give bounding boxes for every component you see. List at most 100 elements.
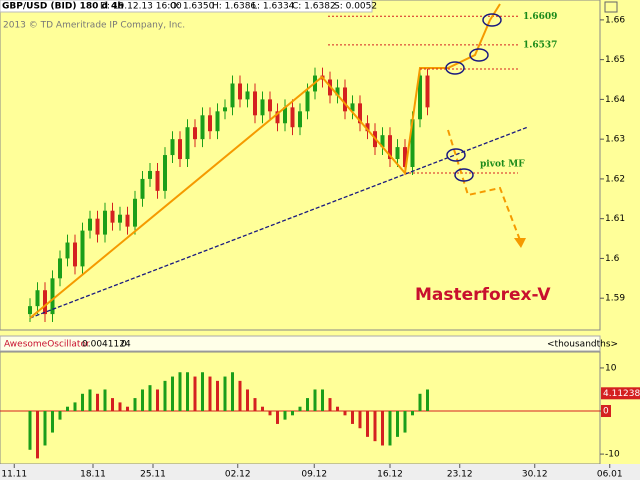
oscillator-bar bbox=[58, 411, 62, 420]
candle-body bbox=[343, 87, 347, 112]
candle-body bbox=[193, 127, 197, 140]
y-tick-label: 1.65 bbox=[605, 55, 625, 65]
annotation: Masterforex-V bbox=[415, 285, 551, 305]
candle-body bbox=[403, 147, 407, 167]
oscillator-bar bbox=[111, 398, 114, 412]
oscillator-bar bbox=[178, 372, 182, 412]
y-tick-label: 1.66 bbox=[605, 15, 625, 25]
oscillator-bar bbox=[381, 411, 384, 446]
candle-body bbox=[35, 290, 40, 307]
indicator-value: 0.0041124 bbox=[82, 340, 131, 350]
candle-body bbox=[155, 170, 160, 191]
x-tick-label: 02.12 bbox=[225, 470, 251, 480]
x-tick-label: 06.01 bbox=[597, 470, 623, 480]
oscillator-bar bbox=[373, 411, 377, 442]
oscillator-bar bbox=[118, 402, 122, 412]
oscillator-bar bbox=[156, 389, 159, 412]
forecast-line bbox=[447, 129, 521, 241]
candle-body bbox=[388, 135, 392, 160]
y-tick-label: 10 bbox=[605, 363, 617, 373]
open: O: 1.6350 bbox=[170, 2, 215, 12]
oscillator-bar bbox=[51, 411, 54, 433]
y-tick-label: 1.63 bbox=[605, 135, 625, 145]
candle-body bbox=[268, 99, 272, 112]
oscillator-bar bbox=[388, 411, 392, 446]
oscillator-bar bbox=[66, 406, 69, 412]
oscillator-bar bbox=[358, 411, 362, 429]
copyright: 2013 © TD Ameritrade IP Company, Inc. bbox=[3, 21, 185, 31]
oscillator-bar bbox=[96, 393, 99, 412]
candle-body bbox=[125, 214, 130, 227]
oscillator-bar bbox=[246, 389, 249, 412]
y-tick-label: 1.59 bbox=[605, 294, 625, 304]
marker-ellipse bbox=[445, 61, 465, 75]
oscillator-bar bbox=[253, 398, 257, 412]
level-label: pivot MF bbox=[480, 159, 525, 169]
oscillator-bar bbox=[313, 389, 317, 412]
x-tick-label: 23.12 bbox=[447, 470, 473, 480]
oscillator-bar bbox=[208, 376, 212, 412]
oscillator-bar bbox=[88, 389, 92, 412]
price-panel bbox=[0, 0, 601, 331]
candle-body bbox=[215, 111, 220, 132]
oscillator-bar bbox=[223, 376, 227, 412]
time-axis-strip bbox=[0, 464, 640, 480]
oscillator-bar bbox=[396, 411, 399, 437]
level-label: 1.6609 bbox=[523, 12, 557, 22]
header-strip bbox=[0, 0, 373, 13]
oscillator-bar bbox=[216, 380, 219, 412]
oscillator-bar bbox=[231, 372, 234, 412]
candle-body bbox=[223, 107, 227, 112]
candle-body bbox=[58, 258, 62, 279]
y-tick-label: 1.62 bbox=[605, 174, 625, 184]
x-tick-label: 18.11 bbox=[80, 470, 106, 480]
marker-ellipse bbox=[482, 13, 502, 27]
candle-body bbox=[275, 111, 280, 124]
y-tick-label: 1.64 bbox=[605, 95, 625, 105]
oscillator-bar bbox=[171, 376, 174, 412]
x-tick-label: 25.11 bbox=[140, 470, 166, 480]
oscillator-bar bbox=[126, 406, 129, 412]
forecast-arrow bbox=[514, 238, 526, 248]
candle-body bbox=[103, 210, 107, 235]
candle-body bbox=[118, 214, 122, 223]
indicator-units: <thousandths> bbox=[547, 340, 618, 350]
candle-body bbox=[283, 107, 287, 124]
oscillator-bar bbox=[426, 389, 429, 412]
wave-line bbox=[29, 19, 491, 319]
symbol: GBP/USD (BID) 180 d 4h bbox=[2, 2, 124, 12]
candle-body bbox=[65, 242, 70, 259]
oscillator-bar bbox=[81, 393, 84, 412]
oscillator-bar bbox=[28, 411, 32, 450]
oscillator-header bbox=[0, 335, 601, 352]
candle-body bbox=[410, 119, 415, 167]
oscillator-bar bbox=[411, 411, 414, 416]
oscillator-bar bbox=[343, 411, 347, 416]
candle-body bbox=[50, 278, 55, 315]
baseline-label: 0 bbox=[603, 407, 609, 417]
candle-body bbox=[298, 111, 302, 128]
current-value-box bbox=[601, 387, 640, 400]
oscillator-bar bbox=[73, 402, 77, 412]
oscillator-bar bbox=[261, 406, 264, 412]
oscillator-bar bbox=[238, 380, 242, 412]
close: C: 1.6382 bbox=[292, 2, 336, 12]
trendline bbox=[29, 126, 529, 319]
candle-body bbox=[260, 99, 265, 116]
indicator-param: 0 bbox=[121, 340, 127, 350]
oscillator-bar bbox=[328, 398, 332, 412]
oscillator-bar bbox=[403, 411, 407, 433]
candle-body bbox=[418, 75, 422, 120]
x-tick-label: 09.12 bbox=[301, 470, 327, 480]
oscillator-bar bbox=[306, 398, 309, 412]
candle-body bbox=[358, 103, 362, 124]
window-icon[interactable] bbox=[604, 1, 618, 13]
bar-date: D: 19.12.13 16:00 bbox=[100, 2, 182, 12]
oscillator-bar bbox=[193, 376, 197, 412]
candle-body bbox=[305, 91, 310, 112]
candle-body bbox=[245, 91, 250, 100]
candle-body bbox=[238, 83, 242, 100]
oscillator-bar bbox=[283, 411, 287, 420]
